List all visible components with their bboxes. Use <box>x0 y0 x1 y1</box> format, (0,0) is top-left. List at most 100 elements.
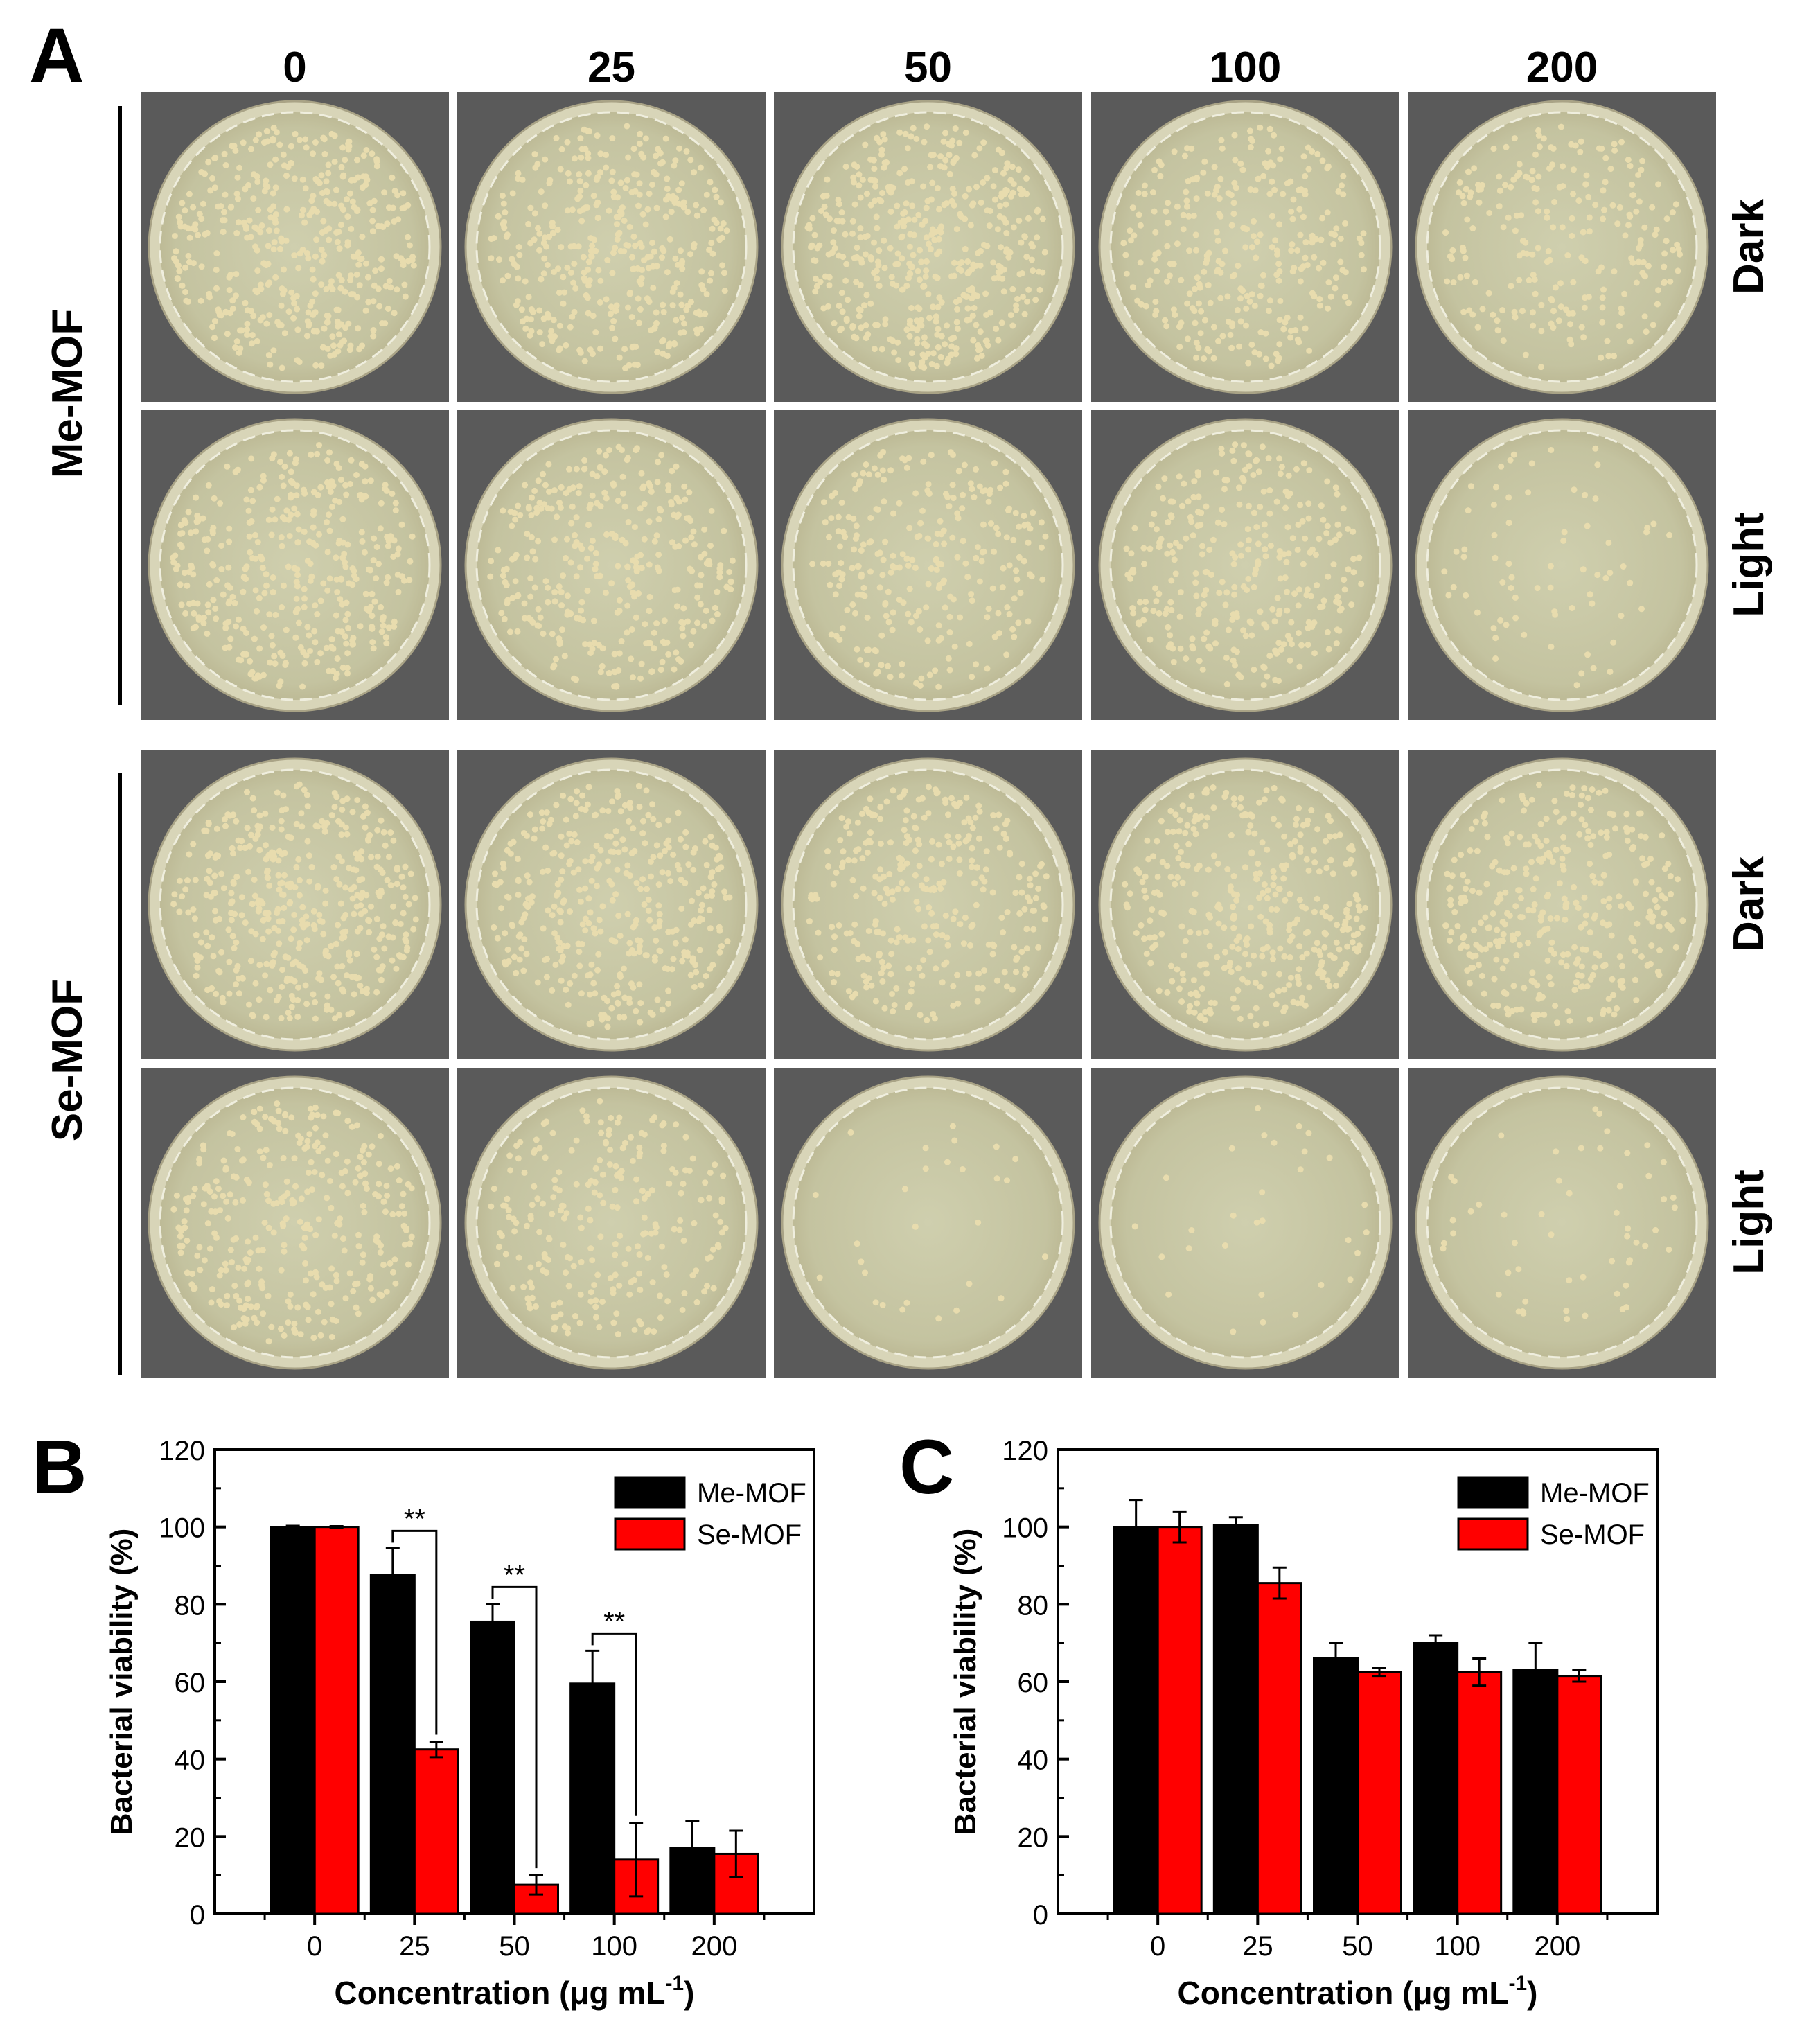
colony <box>1508 283 1514 290</box>
colony <box>851 201 858 208</box>
colony <box>1531 276 1538 283</box>
colony <box>989 951 996 958</box>
colony <box>872 183 878 190</box>
colony <box>560 942 567 949</box>
colony <box>646 480 652 486</box>
colony <box>1652 897 1659 904</box>
colony <box>1266 510 1273 517</box>
colony <box>312 362 319 369</box>
colony <box>529 548 536 555</box>
colony <box>1547 584 1554 591</box>
colony <box>1532 833 1538 840</box>
colony <box>615 913 622 919</box>
colony <box>655 552 662 558</box>
colony <box>195 518 202 525</box>
colony <box>1164 550 1171 557</box>
colony <box>1156 158 1163 165</box>
colony <box>904 145 911 152</box>
colony <box>1179 861 1186 868</box>
colony <box>670 956 677 962</box>
colony <box>344 972 350 979</box>
colony <box>521 600 528 607</box>
colony <box>881 498 887 505</box>
colony <box>651 924 658 931</box>
colony <box>1271 132 1277 139</box>
colony <box>956 139 963 146</box>
colony <box>529 619 536 626</box>
colony <box>612 532 619 539</box>
colony <box>928 152 935 159</box>
plate-agar <box>475 111 748 383</box>
colony <box>585 310 592 317</box>
colony <box>555 890 562 896</box>
colony <box>247 671 254 678</box>
colony <box>633 614 639 621</box>
colony <box>209 175 215 182</box>
colony <box>193 972 200 979</box>
colony <box>1311 946 1318 953</box>
colony <box>369 228 376 235</box>
colony <box>927 245 934 252</box>
colony <box>294 566 301 573</box>
colony <box>355 261 362 268</box>
colony <box>1169 498 1176 505</box>
colony <box>1172 311 1178 318</box>
colony <box>1629 192 1636 199</box>
colony <box>355 325 362 332</box>
colony <box>1260 488 1267 495</box>
colony <box>547 177 554 184</box>
colony <box>511 509 518 516</box>
colony <box>1536 143 1543 150</box>
colony <box>602 590 609 596</box>
colony <box>1253 876 1260 883</box>
colony <box>871 890 878 897</box>
colony <box>949 534 956 541</box>
colony <box>301 786 308 793</box>
colony <box>343 491 350 498</box>
colony <box>333 554 339 561</box>
colony <box>1228 969 1235 975</box>
colony <box>281 904 288 911</box>
colony <box>409 533 416 540</box>
colony <box>862 251 869 258</box>
colony <box>642 952 649 959</box>
colony <box>673 649 680 656</box>
colony <box>951 157 957 164</box>
colony <box>896 129 903 136</box>
colony <box>827 581 833 588</box>
colony <box>535 538 542 545</box>
colony <box>1548 297 1555 303</box>
colony <box>268 531 275 538</box>
colony <box>559 868 566 875</box>
colony <box>969 863 975 870</box>
colony <box>1551 798 1558 804</box>
colony <box>1323 904 1329 910</box>
colony <box>1311 859 1318 866</box>
colony <box>343 640 350 647</box>
colony <box>276 940 283 947</box>
colony <box>1327 293 1334 300</box>
colony <box>1635 172 1642 178</box>
colony <box>1341 294 1348 300</box>
colony <box>874 258 881 265</box>
colony <box>878 958 885 965</box>
colony <box>950 915 957 922</box>
colony <box>985 498 992 505</box>
colony <box>204 942 211 949</box>
colony <box>820 499 827 506</box>
colony <box>636 804 643 810</box>
colony <box>1655 287 1661 294</box>
colony <box>1499 919 1506 925</box>
colony <box>342 911 349 918</box>
colony <box>1035 944 1042 951</box>
colony <box>344 831 351 838</box>
colony <box>316 911 323 918</box>
colony <box>242 186 249 193</box>
colony <box>1513 212 1520 219</box>
colony <box>1133 866 1140 873</box>
colony <box>703 191 710 198</box>
colony <box>351 572 357 579</box>
colony <box>500 200 507 207</box>
colony <box>1244 292 1251 299</box>
colony <box>269 506 276 513</box>
